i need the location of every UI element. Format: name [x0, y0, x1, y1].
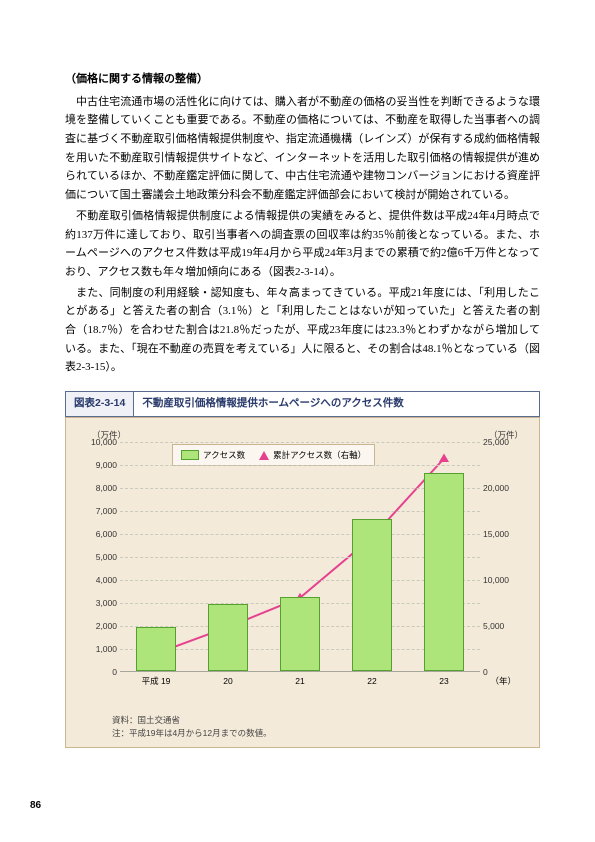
y-tick-left: 8,000	[77, 481, 117, 495]
y-tick-left: 4,000	[77, 573, 117, 587]
x-tick: 22	[367, 674, 376, 688]
figure-header: 図表2-3-14 不動産取引価格情報提供ホームページへのアクセス件数	[65, 391, 540, 417]
chart-bar	[352, 519, 392, 671]
y-tick-right: 20,000	[483, 481, 523, 495]
body-paragraph: また、同制度の利用経験・認知度も、年々高まってきている。平成21年度には、「利用…	[65, 284, 540, 377]
y-tick-left: 2,000	[77, 619, 117, 633]
y-tick-left: 5,000	[77, 550, 117, 564]
chart-footnote-source: 資料：国土交通省	[112, 714, 529, 727]
body-paragraph: 不動産取引価格情報提供制度による情報提供の実績をみると、提供件数は平成24年4月…	[65, 207, 540, 282]
figure-title: 不動産取引価格情報提供ホームページへのアクセス件数	[134, 392, 539, 416]
y-tick-left: 10,000	[77, 435, 117, 449]
body-paragraph: 中古住宅流通市場の活性化に向けては、購入者が不動産の価格の妥当性を判断できるよう…	[65, 93, 540, 205]
y-tick-right: 25,000	[483, 435, 523, 449]
chart-area: （万件） （万件） アクセス数 累計アクセス数（右軸） （年） 01,0002,…	[76, 428, 531, 708]
y-tick-left: 0	[77, 665, 117, 679]
y-tick-left: 9,000	[77, 458, 117, 472]
chart-container: （万件） （万件） アクセス数 累計アクセス数（右軸） （年） 01,0002,…	[65, 417, 540, 749]
x-tick: 20	[223, 674, 232, 688]
y-tick-left: 3,000	[77, 596, 117, 610]
x-tick: 平成 19	[142, 674, 171, 688]
x-tick: 21	[295, 674, 304, 688]
chart-plot: （年） 01,0002,0003,0004,0005,0006,0007,000…	[120, 442, 480, 672]
chart-bar	[280, 597, 320, 671]
x-tick: 23	[439, 674, 448, 688]
y-tick-left: 1,000	[77, 642, 117, 656]
y-tick-left: 7,000	[77, 504, 117, 518]
section-heading: （価格に関する情報の整備）	[65, 70, 540, 89]
y-tick-right: 15,000	[483, 527, 523, 541]
chart-bar	[424, 473, 464, 671]
y-tick-right: 5,000	[483, 619, 523, 633]
y-tick-right: 0	[483, 665, 523, 679]
chart-bar	[208, 604, 248, 671]
chart-footnote-note: 注：平成19年は4月から12月までの数値。	[112, 727, 529, 740]
y-tick-left: 6,000	[77, 527, 117, 541]
chart-bar	[136, 627, 176, 671]
figure-label: 図表2-3-14	[66, 392, 134, 416]
page-number: 86	[30, 797, 41, 814]
y-tick-right: 10,000	[483, 573, 523, 587]
